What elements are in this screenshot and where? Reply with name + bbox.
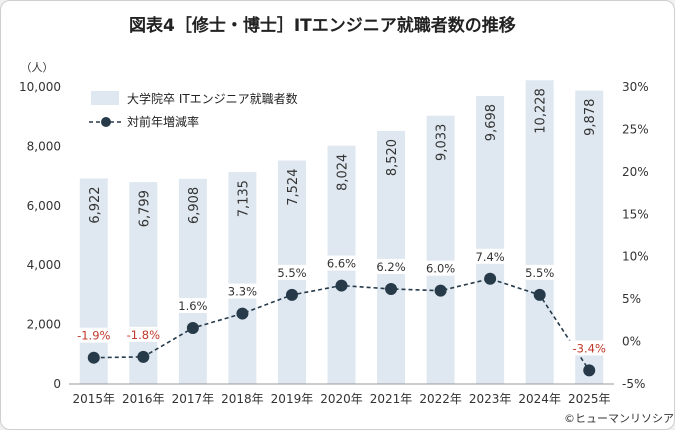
- bar-value-label: 7,524: [286, 169, 301, 206]
- bar: [476, 95, 505, 385]
- bars: 6,922 6,799 6,908 7,135 7,524 8,024 8,520 9,033…: [79, 80, 604, 385]
- right-axis-tick-label: 0%: [622, 335, 641, 349]
- bar-value-label: 7,135: [236, 180, 251, 217]
- right-axis-tick-label: 10%: [622, 250, 649, 264]
- bar-value-label: 8,024: [336, 154, 351, 191]
- growth-rate-point: [583, 364, 596, 377]
- growth-rate-label-bg: [521, 264, 558, 280]
- bar-value-label: 9,033: [435, 124, 450, 161]
- right-axis-tick-label: 5%: [622, 292, 641, 306]
- legend-bar-label: 大学院卒 ITエンジニア就職者数: [127, 91, 298, 106]
- x-axis-tick-label: 2023年: [469, 392, 512, 406]
- x-axis-tick-label: 2022年: [419, 392, 462, 406]
- x-axis-tick-label: 2025年: [568, 392, 611, 406]
- x-axis-tick-label: 2024年: [518, 392, 561, 406]
- bar-value-label: 6,908: [187, 187, 202, 224]
- growth-rate-label: -1.9%: [77, 329, 110, 343]
- bar: [377, 130, 406, 384]
- legend-line-marker: [101, 117, 111, 127]
- left-axis-tick-label: 8,000: [27, 139, 61, 153]
- growth-rate-point: [434, 284, 447, 297]
- x-axis-tick-label: 2015年: [72, 392, 115, 406]
- bar: [178, 178, 207, 384]
- growth-rate-label-bg: [174, 297, 211, 313]
- growth-rate-label: -1.8%: [127, 328, 160, 342]
- growth-rate-point: [484, 272, 497, 285]
- growth-rate-point: [236, 307, 249, 320]
- x-axis-tick-label: 2021年: [370, 392, 413, 406]
- right-axis-tick-label: 20%: [622, 165, 649, 179]
- bar: [575, 90, 604, 384]
- x-axis-tick-label: 2020年: [320, 392, 363, 406]
- growth-rate-label-bg: [472, 248, 509, 264]
- growth-rate-point: [285, 288, 298, 301]
- growth-rate-label: 6.6%: [327, 257, 356, 271]
- bar-value-label: 8,520: [385, 139, 400, 176]
- left-axis-unit: （人）: [21, 61, 54, 74]
- growth-line: -1.9% -1.8% 1.6% 3.3% 5.5% 6.6% 6.2% 6.0% 7.4% 5.…: [72, 248, 611, 377]
- growth-rate-label: 6.0%: [426, 262, 455, 276]
- legend-line-label: 対前年増減率: [127, 114, 199, 129]
- left-axis-tick-label: 10,000: [19, 80, 61, 94]
- right-axis-tick-label: -5%: [622, 377, 645, 391]
- growth-rate-label: 7.4%: [476, 250, 505, 264]
- growth-rate-point: [335, 279, 348, 292]
- legend-bar-swatch: [91, 91, 119, 105]
- bar: [525, 80, 554, 385]
- x-axis-tick-label: 2018年: [221, 392, 264, 406]
- bar: [228, 172, 257, 384]
- x-axis-tick-label: 2016年: [122, 392, 165, 406]
- bar: [129, 182, 158, 384]
- left-axis-tick-label: 6,000: [27, 199, 61, 213]
- x-axis-tick-label: 2017年: [172, 392, 215, 406]
- growth-rate-label: 1.6%: [178, 299, 207, 313]
- growth-rate-label-bg: [273, 264, 310, 280]
- growth-rate-label-bg: [567, 340, 611, 356]
- growth-rate-label: 6.2%: [376, 260, 405, 274]
- bar-value-label: 6,922: [88, 186, 103, 223]
- growth-rate-label-bg: [121, 326, 166, 342]
- left-axis-tick-label: 0: [53, 377, 61, 391]
- axes: 0 2,000 4,000 6,000 8,000 10,000 （人） -5% 0% 5% 10%…: [19, 61, 649, 406]
- right-axis-tick-label: 30%: [622, 80, 649, 94]
- bar-value-label: 9,698: [484, 104, 499, 141]
- growth-rate-label: 5.5%: [277, 266, 306, 280]
- right-axis-tick-label: 15%: [622, 207, 649, 221]
- growth-rate-point: [385, 282, 398, 295]
- growth-rate-point: [137, 350, 150, 363]
- growth-rate-label-bg: [422, 260, 459, 276]
- growth-rate-label: 5.5%: [525, 266, 554, 280]
- bar-value-label: 10,228: [534, 88, 549, 133]
- right-axis-tick-label: 25%: [622, 122, 649, 136]
- growth-rate-label-bg: [72, 327, 116, 343]
- left-axis-tick-label: 4,000: [27, 258, 61, 272]
- growth-rate-point: [533, 288, 546, 301]
- growth-rate-label: -3.4%: [573, 341, 606, 355]
- bar-value-label: 9,878: [583, 99, 598, 136]
- bar: [79, 178, 108, 384]
- bar-value-label: 6,799: [137, 190, 152, 227]
- left-axis-tick-label: 2,000: [27, 318, 61, 332]
- growth-rate-label-bg: [224, 283, 261, 299]
- growth-rate-label: 3.3%: [228, 285, 257, 299]
- chart-title: 図表4［修士・博士］ITエンジニア就職者数の推移: [129, 15, 516, 36]
- growth-rate-point: [87, 351, 100, 364]
- x-axis-tick-label: 2019年: [271, 392, 314, 406]
- bar: [426, 115, 455, 384]
- growth-rate-label-bg: [323, 255, 360, 271]
- credit-text: ©ヒューマンリソシア: [564, 412, 674, 425]
- growth-rate-point: [186, 321, 199, 334]
- growth-rate-label-bg: [373, 258, 410, 274]
